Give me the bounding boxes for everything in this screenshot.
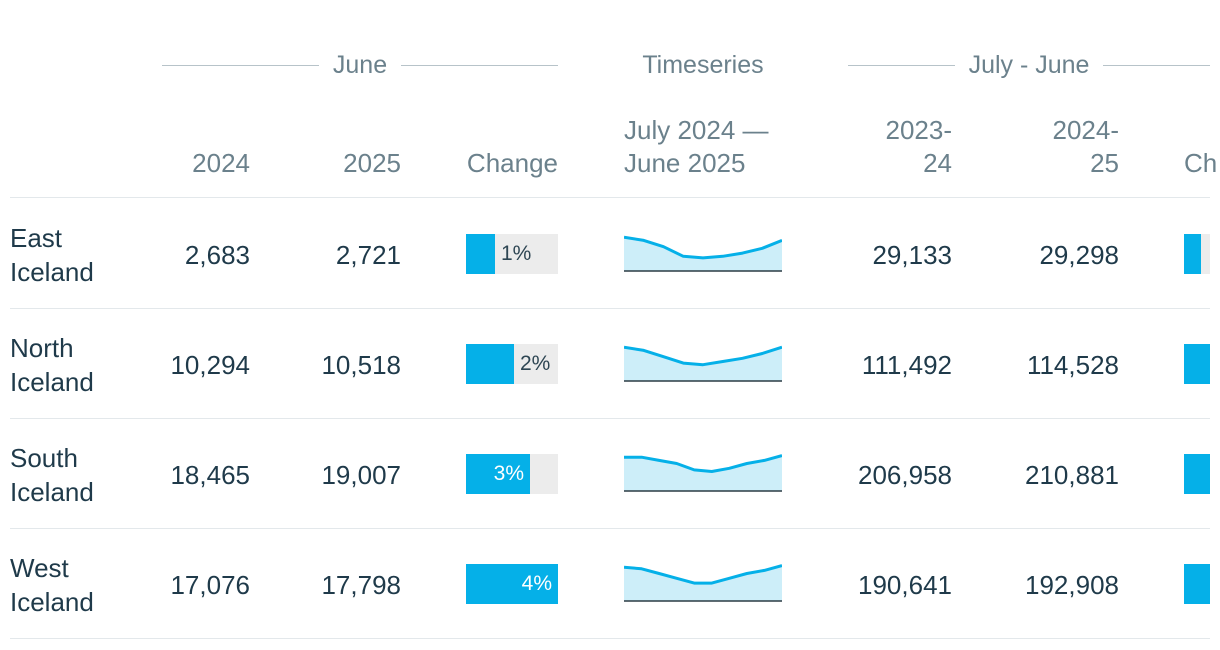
group-header-timeseries: Timeseries bbox=[624, 48, 782, 82]
cell-june-2024: 2,683 bbox=[184, 240, 250, 270]
change-bar: 2% bbox=[466, 344, 558, 384]
divider bbox=[162, 64, 319, 66]
region-name: West Iceland bbox=[10, 551, 94, 619]
change-bar: 4% bbox=[466, 564, 558, 604]
col-header-2024-25[interactable]: 2024- 25 bbox=[1016, 114, 1120, 180]
cell-june-2025: 2,721 bbox=[335, 240, 401, 270]
change-value: 3% bbox=[493, 462, 524, 485]
divider bbox=[848, 64, 955, 66]
col-header-2025[interactable]: 2025 bbox=[343, 148, 401, 178]
cell-july-june-2023-24: 190,641 bbox=[858, 570, 952, 600]
cell-july-june-2023-24: 206,958 bbox=[858, 460, 952, 490]
group-header-june-label: June bbox=[332, 50, 388, 79]
change-bar-2 bbox=[1184, 564, 1210, 604]
change-value: 4% bbox=[521, 572, 552, 595]
col-header-timeseries[interactable]: July 2024 — June 2025 bbox=[624, 114, 794, 180]
sparkline-line bbox=[624, 345, 782, 367]
region-name: South Iceland bbox=[10, 441, 94, 509]
change-bar-2-fill bbox=[1184, 234, 1201, 274]
change-bar-fill bbox=[466, 344, 514, 384]
cell-july-june-2024-25: 114,528 bbox=[1026, 350, 1119, 380]
cell-july-june-2023-24: 111,492 bbox=[861, 350, 952, 380]
change-value: 2% bbox=[520, 352, 551, 375]
col-header-change-2[interactable]: Ch bbox=[1184, 148, 1218, 178]
cell-july-june-2024-25: 192,908 bbox=[1025, 570, 1119, 600]
col-header-2024[interactable]: 2024 bbox=[192, 148, 250, 178]
group-header-july-june-label: July - June bbox=[968, 50, 1090, 79]
col-header-2023-24-line1: 2023- bbox=[885, 115, 953, 145]
change-bar-2-fill bbox=[1184, 454, 1210, 494]
row-divider bbox=[10, 197, 1210, 198]
change-bar-fill bbox=[466, 564, 558, 604]
sparkline-area bbox=[624, 455, 782, 491]
cell-july-june-2023-24: 29,133 bbox=[872, 240, 952, 270]
col-header-2024-25-line2: 25 bbox=[1090, 148, 1119, 178]
cell-june-2024: 10,294 bbox=[170, 350, 250, 380]
sparkline-area bbox=[624, 237, 782, 271]
group-header-june: June bbox=[162, 48, 558, 82]
region-name-line2: Iceland bbox=[10, 477, 94, 507]
change-bar-2 bbox=[1184, 234, 1210, 274]
change-bar-2-fill bbox=[1184, 344, 1210, 384]
change-bar-fill bbox=[466, 234, 495, 274]
region-name-line1: North bbox=[10, 333, 74, 363]
sparkline-line bbox=[624, 454, 782, 473]
change-bar: 1% bbox=[466, 234, 558, 274]
change-bar: 3% bbox=[466, 454, 558, 494]
cell-july-june-2024-25: 210,881 bbox=[1025, 460, 1119, 490]
col-header-timeseries-line2: June 2025 bbox=[624, 148, 746, 178]
sparkline bbox=[624, 345, 782, 382]
change-value: 1% bbox=[501, 242, 532, 265]
cell-june-2025: 10,518 bbox=[321, 350, 401, 380]
row-divider bbox=[10, 528, 1210, 529]
col-header-2023-24[interactable]: 2023- 24 bbox=[850, 114, 953, 180]
divider bbox=[401, 64, 558, 66]
sparkline bbox=[624, 564, 782, 602]
region-name-line1: South bbox=[10, 443, 78, 473]
cell-july-june-2024-25: 29,298 bbox=[1039, 240, 1119, 270]
sparkline-line bbox=[624, 235, 782, 260]
divider bbox=[1103, 64, 1211, 66]
region-name-line2: Iceland bbox=[10, 367, 94, 397]
region-name-line2: Iceland bbox=[10, 257, 94, 287]
region-name: North Iceland bbox=[10, 331, 94, 399]
sparkline bbox=[624, 454, 782, 492]
group-header-timeseries-label: Timeseries bbox=[642, 50, 764, 79]
group-header-july-june: July - June bbox=[848, 48, 1211, 82]
change-bar-2 bbox=[1184, 454, 1210, 494]
sparkline-area bbox=[624, 347, 782, 381]
region-name: East Iceland bbox=[10, 221, 94, 289]
cell-june-2024: 18,465 bbox=[170, 460, 250, 490]
cell-june-2024: 17,076 bbox=[170, 570, 250, 600]
col-header-2023-24-line2: 24 bbox=[923, 148, 952, 178]
col-header-2024-25-line1: 2024- bbox=[1052, 115, 1120, 145]
region-name-line1: East bbox=[10, 223, 63, 253]
row-divider bbox=[10, 418, 1210, 419]
change-bar-2-fill bbox=[1184, 564, 1210, 604]
region-name-line2: Iceland bbox=[10, 587, 94, 617]
change-bar-2 bbox=[1184, 344, 1210, 384]
row-divider bbox=[10, 308, 1210, 309]
row-divider bbox=[10, 638, 1210, 639]
sparkline bbox=[624, 235, 782, 272]
region-name-line1: West bbox=[10, 553, 69, 583]
change-bar-fill bbox=[466, 454, 530, 494]
cell-june-2025: 17,798 bbox=[321, 570, 401, 600]
cell-june-2025: 19,007 bbox=[321, 460, 401, 490]
col-header-change[interactable]: Change bbox=[466, 148, 558, 178]
col-header-timeseries-line1: July 2024 — bbox=[624, 115, 769, 145]
sparkline-line bbox=[624, 564, 782, 585]
